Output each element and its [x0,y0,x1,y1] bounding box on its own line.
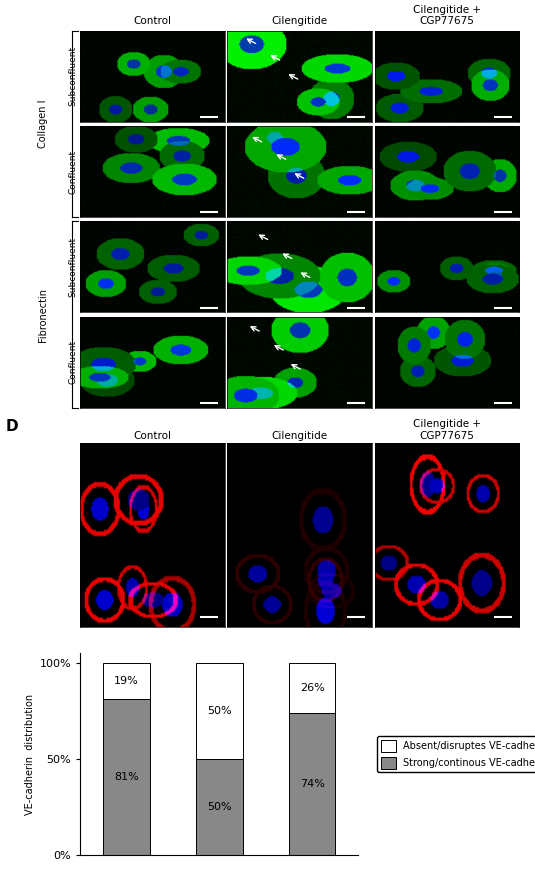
Bar [103,700,150,855]
Text: 74%: 74% [300,779,325,789]
Bar [289,713,335,855]
Text: Cilengitide: Cilengitide [272,17,327,26]
Title: Cilengitide +
CGP77675: Cilengitide + CGP77675 [412,419,481,441]
Text: 19%: 19% [114,676,139,686]
Text: Confluent: Confluent [68,149,78,194]
Text: 26%: 26% [300,683,324,693]
Text: Control: Control [133,17,172,26]
Text: 50%: 50% [207,706,232,716]
Text: Fibronectin: Fibronectin [38,288,48,342]
Title: Cilengitide: Cilengitide [272,431,327,441]
Text: Subconfluent: Subconfluent [68,46,78,106]
Text: 50%: 50% [207,802,232,812]
Text: Collagen I: Collagen I [38,100,48,148]
Text: Confluent: Confluent [68,340,78,384]
Bar [196,759,242,855]
Bar [289,663,335,713]
Text: 81%: 81% [114,773,139,782]
Title: Control: Control [133,431,172,441]
Text: D: D [5,419,18,434]
Legend: Absent/disruptes VE-cadherin, Strong/continous VE-cadherin: Absent/disruptes VE-cadherin, Strong/con… [377,736,535,773]
Text: Subconfluent: Subconfluent [68,237,78,297]
Text: Cilengitide +
CGP77675: Cilengitide + CGP77675 [412,4,481,26]
Bar [196,663,242,759]
Bar [103,663,150,700]
Y-axis label: VE-cadherin  distribution: VE-cadherin distribution [26,694,35,815]
